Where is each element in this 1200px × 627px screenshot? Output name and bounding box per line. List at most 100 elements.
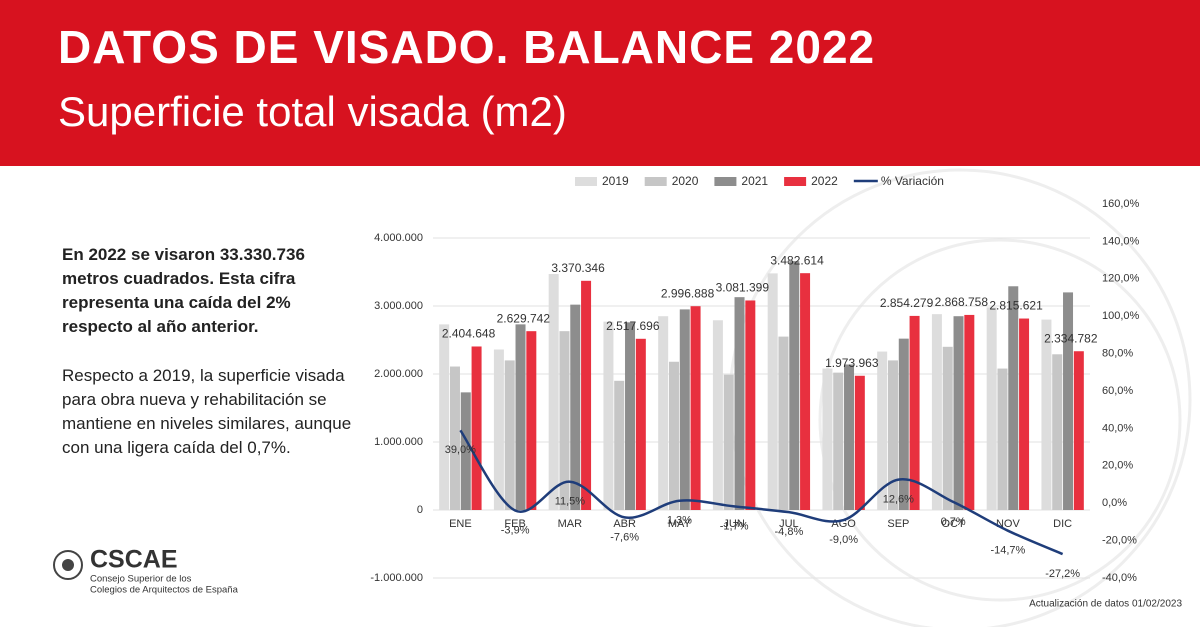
x-tick-label: DIC xyxy=(1053,518,1072,530)
bar xyxy=(822,368,833,510)
bar xyxy=(931,314,942,510)
bar xyxy=(493,349,504,510)
y-tick-label: 0 xyxy=(417,504,423,516)
bar-value-label: 3.482.614 xyxy=(770,253,824,267)
y-tick-label: 2.000.000 xyxy=(374,368,423,380)
bar xyxy=(1063,292,1074,510)
bar-value-label: 2.334.782 xyxy=(1044,331,1098,345)
y-tick-label: -1.000.000 xyxy=(370,572,423,584)
y2-tick-label: 160,0% xyxy=(1102,198,1140,210)
bar xyxy=(887,360,898,510)
legend-label: % Variación xyxy=(881,174,944,188)
bar-value-label: 2.517.696 xyxy=(606,319,660,333)
bar-value-label: 2.868.758 xyxy=(935,295,989,309)
x-tick-label: ENE xyxy=(449,518,472,530)
bar-value-label: 1.973.963 xyxy=(825,356,879,370)
bar xyxy=(964,314,975,510)
x-tick-label: ABR xyxy=(613,518,636,530)
header: DATOS DE VISADO. BALANCE 2022 Superficie… xyxy=(0,0,1200,166)
bar xyxy=(668,361,679,510)
x-tick-label: JUL xyxy=(779,518,799,530)
logo-emblem xyxy=(53,550,83,580)
y2-tick-label: 120,0% xyxy=(1102,273,1140,285)
logo-emblem xyxy=(62,559,74,571)
logo-line: Consejo Superior de los xyxy=(90,574,192,585)
title: DATOS DE VISADO. BALANCE 2022 xyxy=(58,21,876,73)
logo: CSCAE Consejo Superior de los Colegios d… xyxy=(53,546,239,596)
x-tick-label: SEP xyxy=(887,518,909,530)
y-tick-label: 4.000.000 xyxy=(374,232,423,244)
bar-value-label: 2.629.742 xyxy=(497,311,551,325)
y2-tick-label: 60,0% xyxy=(1102,385,1133,397)
paragraph: En 2022 se visaron 33.330.736 metros cua… xyxy=(62,245,305,336)
legend-label: 2022 xyxy=(811,174,838,188)
bar xyxy=(559,331,570,510)
legend-swatch xyxy=(784,177,807,186)
bar xyxy=(460,392,471,510)
bar-value-label: 3.081.399 xyxy=(716,281,770,295)
line-value-label: 1,3% xyxy=(667,515,692,527)
bar xyxy=(789,261,800,510)
x-tick-label: OCT xyxy=(942,518,966,530)
bar xyxy=(1073,351,1084,510)
bar xyxy=(603,321,614,510)
bar-value-label: 2.404.648 xyxy=(442,327,496,341)
bar xyxy=(844,364,855,510)
bar xyxy=(581,280,592,510)
bar xyxy=(635,338,646,510)
y2-tick-label: -20,0% xyxy=(1102,535,1137,547)
x-tick-label: MAR xyxy=(558,518,583,530)
y2-tick-label: 0,0% xyxy=(1102,497,1127,509)
bar xyxy=(548,274,559,510)
bar xyxy=(515,324,526,510)
bar xyxy=(778,336,789,510)
y2-tick-label: 40,0% xyxy=(1102,422,1133,434)
line-value-label: -27,2% xyxy=(1045,568,1080,580)
bar xyxy=(658,316,669,510)
logo-line: Colegios de Arquitectos de España xyxy=(90,585,239,596)
bar-value-label: 2.854.279 xyxy=(880,296,934,310)
bar-value-label: 2.996.888 xyxy=(661,286,715,300)
line-value-label: 39,0% xyxy=(445,444,476,456)
bar xyxy=(898,338,909,510)
y-tick-label: 1.000.000 xyxy=(374,436,423,448)
bar xyxy=(1041,319,1052,510)
bar xyxy=(570,304,581,510)
bar xyxy=(504,360,515,510)
bar xyxy=(526,331,537,510)
footer-note: Actualización de datos 01/02/2023 xyxy=(1029,599,1182,610)
bar xyxy=(800,273,811,510)
bar xyxy=(690,306,701,510)
y2-tick-label: 20,0% xyxy=(1102,460,1133,472)
bar xyxy=(942,346,953,510)
bar xyxy=(1008,286,1019,510)
bar xyxy=(877,351,888,510)
bar xyxy=(734,297,745,510)
bar xyxy=(625,322,636,510)
bar xyxy=(953,316,964,510)
subtitle: Superficie total visada (m2) xyxy=(58,88,567,135)
bar xyxy=(997,368,1008,510)
y2-tick-label: 80,0% xyxy=(1102,348,1133,360)
variation-line xyxy=(459,429,1064,556)
bar xyxy=(723,374,734,510)
line-value-label: -9,0% xyxy=(829,534,858,546)
line-value-label: 11,5% xyxy=(555,496,586,508)
paragraph: Respecto a 2019, la superficie visada pa… xyxy=(62,366,352,457)
line-value-label: 0,7% xyxy=(941,516,966,528)
bar xyxy=(439,324,450,510)
logo-name: CSCAE xyxy=(90,546,178,574)
legend-label: 2019 xyxy=(602,174,629,188)
y2-tick-label: -40,0% xyxy=(1102,572,1137,584)
legend-label: 2021 xyxy=(741,174,768,188)
legend-swatch xyxy=(575,177,597,186)
y2-tick-label: 100,0% xyxy=(1102,310,1140,322)
bar xyxy=(712,320,723,510)
line-value-label: -1,7% xyxy=(720,520,749,532)
x-tick-label: JUN xyxy=(723,518,744,530)
line-value-label: -7,6% xyxy=(610,531,639,543)
bar xyxy=(833,372,844,510)
bar xyxy=(614,380,625,510)
bar xyxy=(745,300,756,510)
